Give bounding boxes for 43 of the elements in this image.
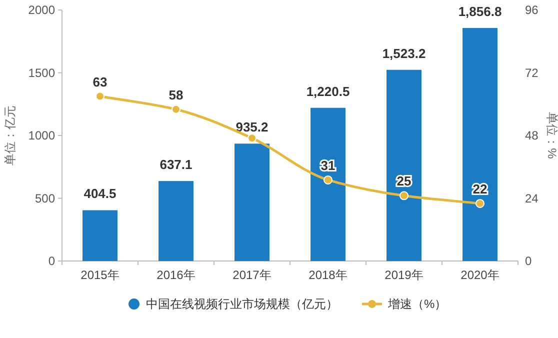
y-tick-label: 2000 [28, 3, 56, 17]
y-tick-label: 0 [48, 254, 56, 268]
data-label: 1,523.2 [382, 46, 426, 61]
bar [310, 108, 346, 261]
point [96, 92, 104, 101]
legend-label: 中国在线视频行业市场规模（亿元） [146, 297, 338, 311]
x-tick-label: 2018年 [308, 268, 348, 282]
x-tick-label: 2017年 [232, 268, 272, 282]
point [172, 104, 180, 114]
legend-label: 增速（%） [387, 297, 447, 311]
point [400, 191, 408, 200]
data-label: 58 [168, 87, 184, 102]
point [324, 175, 332, 184]
y2-tick-label: 96 [525, 3, 539, 17]
point [248, 134, 256, 143]
data-label: 25 [396, 174, 412, 189]
y-tick-label: 1000 [28, 128, 56, 142]
y2-tick-label: 72 [525, 66, 539, 80]
data-label: 22 [472, 181, 488, 196]
data-label: 31 [320, 158, 336, 173]
data-label: 63 [92, 74, 108, 90]
bar [386, 70, 422, 261]
y2-tick-label: 0 [525, 254, 532, 268]
x-tick-label: 2020年 [460, 268, 500, 282]
y2-axis-title: 单位：% [545, 112, 558, 160]
y2-tick-label: 48 [525, 128, 539, 142]
bar [234, 144, 270, 261]
bar [158, 181, 194, 261]
bar [462, 28, 498, 261]
y-tick-label: 500 [34, 191, 56, 206]
data-label: 935.2 [236, 120, 268, 135]
y-axis-title: 单位：亿元 [3, 106, 17, 166]
y2-tick-label: 24 [525, 191, 539, 206]
point [476, 198, 484, 208]
x-tick-label: 2016年 [156, 268, 196, 282]
x-tick-label: 2015年 [80, 268, 120, 282]
data-label: 404.5 [84, 186, 116, 202]
y-tick-label: 1500 [28, 66, 56, 80]
bar [82, 210, 118, 261]
data-label: 1,856.8 [458, 4, 502, 19]
x-tick-label: 2019年 [384, 268, 424, 282]
data-label: 1,220.5 [306, 84, 350, 99]
data-label: 637.1 [160, 157, 192, 172]
